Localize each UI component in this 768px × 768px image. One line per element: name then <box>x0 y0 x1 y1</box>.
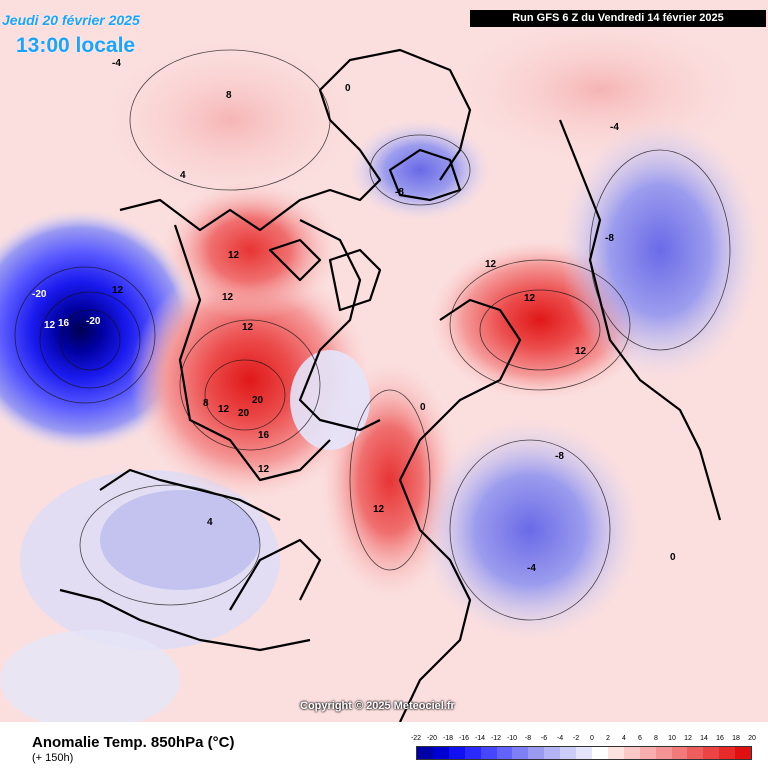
legend-tick-label: 4 <box>622 735 626 742</box>
legend-tick-label: 14 <box>700 735 708 742</box>
footer-bar <box>0 722 768 768</box>
color-legend <box>416 746 752 760</box>
contour-label: 12 <box>222 292 234 303</box>
legend-tick-label: 2 <box>606 735 610 742</box>
contour-label: 4 <box>180 170 186 181</box>
legend-swatch <box>576 747 592 759</box>
copyright-notice: Copyright © 2025 Meteociel.fr <box>300 700 455 712</box>
legend-tick-label: 8 <box>654 735 658 742</box>
coastlines <box>59 48 722 722</box>
legend-tick-label: 12 <box>684 735 692 742</box>
contour-label: 0 <box>345 83 351 94</box>
legend-swatch <box>432 747 449 759</box>
contour-label-layer: -20 -20 16 12 12 12 12 12 16 20 20 12 8 … <box>32 58 676 574</box>
legend-tick-label: -8 <box>524 735 532 742</box>
anomaly-fields <box>0 10 760 722</box>
legend-tick-label: 16 <box>716 735 724 742</box>
legend-swatch <box>607 747 624 759</box>
legend-tick-label: 0 <box>590 735 594 742</box>
legend-labels: -22 -20 -18 -16 -14 -12 -10 -8 -6 -4 -2 0 2 4 6 8 10 12 14… <box>411 735 756 745</box>
legend-tick-label: -18 <box>442 735 454 742</box>
legend-swatch <box>687 747 704 759</box>
legend-tick-label: 20 <box>748 735 756 742</box>
contour-label: 20 <box>238 408 250 419</box>
map-title: Anomalie Temp. 850hPa (°C) <box>32 734 235 751</box>
contour-label: 12 <box>112 285 124 296</box>
legend-tick-label: -16 <box>458 735 470 742</box>
legend-swatch <box>417 747 433 759</box>
legend-tick-label: -2 <box>572 735 580 742</box>
contour-label: 4 <box>207 517 213 528</box>
legend-swatch <box>464 747 481 759</box>
legend-swatch <box>655 747 672 759</box>
contour-label: 12 <box>485 259 497 270</box>
contour-label: -8 <box>395 187 404 198</box>
legend-swatch <box>639 747 656 759</box>
run-info-banner: Run GFS 6 Z du Vendredi 14 février 2025 <box>470 10 766 27</box>
contour-label: 12 <box>44 320 56 331</box>
contour-label: 12 <box>373 504 385 515</box>
contour-label: -4 <box>112 58 121 69</box>
legend-swatch <box>528 747 545 759</box>
forecast-lead-time: (+ 150h) <box>32 752 74 764</box>
contour-label: 0 <box>670 552 676 563</box>
legend-tick-label: -20 <box>426 735 438 742</box>
legend-tick-label: -14 <box>474 735 486 742</box>
contour-label: -4 <box>610 122 619 133</box>
legend-swatch <box>480 747 497 759</box>
forecast-time: 13:00 locale <box>16 34 136 57</box>
legend-tick-label: -12 <box>490 735 502 742</box>
contour-label: 16 <box>258 430 270 441</box>
legend-tick-label: 10 <box>668 735 676 742</box>
legend-tick-label: -4 <box>556 735 564 742</box>
legend-swatch <box>735 747 752 759</box>
contour-label: -8 <box>555 451 564 462</box>
legend-swatch <box>544 747 561 759</box>
forecast-date: Jeudi 20 février 2025 <box>2 12 140 28</box>
contour-label: -4 <box>527 563 536 574</box>
legend-swatch <box>671 747 688 759</box>
contour-label: 12 <box>524 293 536 304</box>
anomaly-map: -20 -20 16 12 12 12 12 12 16 20 20 12 8 … <box>0 0 768 722</box>
legend-swatch <box>623 747 640 759</box>
contour-label: 16 <box>58 318 70 329</box>
legend-tick-label: 6 <box>638 735 642 742</box>
contour-label: 8 <box>203 398 209 409</box>
contour-label: 12 <box>228 250 240 261</box>
contour-label: -8 <box>605 233 614 244</box>
legend-swatch <box>448 747 465 759</box>
legend-swatch <box>512 747 529 759</box>
legend-swatch <box>719 747 736 759</box>
contour-lines <box>14 49 731 621</box>
legend-swatch <box>703 747 720 759</box>
contour-label: 20 <box>252 395 264 406</box>
contour-label: 12 <box>218 404 230 415</box>
legend-swatch <box>560 747 577 759</box>
contour-label: 12 <box>242 322 254 333</box>
contour-label: -20 <box>86 316 101 327</box>
contour-label: 8 <box>226 90 232 101</box>
legend-tick-label: -6 <box>540 735 548 742</box>
legend-tick-label: -22 <box>410 735 422 742</box>
contour-label: 12 <box>575 346 587 357</box>
legend-tick-label: -10 <box>506 735 518 742</box>
contour-label: 0 <box>420 402 426 413</box>
legend-tick-label: 18 <box>732 735 740 742</box>
contour-label: -20 <box>32 289 47 300</box>
legend-swatch <box>591 747 608 759</box>
contour-label: 12 <box>258 464 270 475</box>
legend-swatch <box>496 747 513 759</box>
